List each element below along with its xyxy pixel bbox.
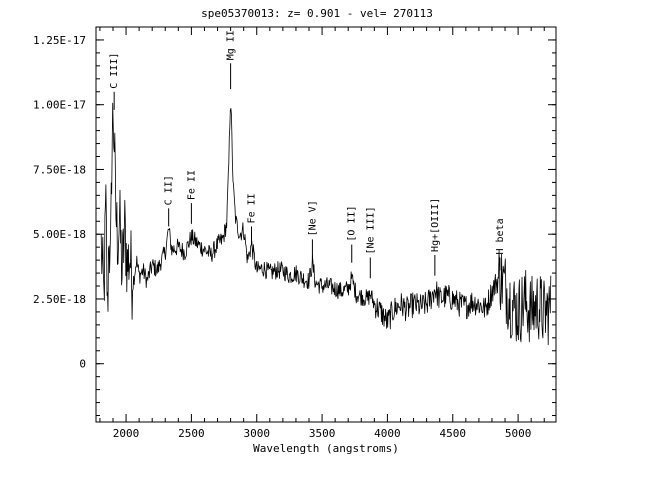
annotation-label: C III] [109, 53, 120, 89]
line-annotations: C III] Mg II C II] Fe II Fe II [Ne V] [O II] [N… [109, 30, 506, 279]
plot-frame [95, 26, 557, 423]
x-tick-label: 4000 [374, 427, 401, 440]
x-tick-label: 2000 [113, 427, 140, 440]
x-tick-label: 5000 [505, 427, 532, 440]
annotation-label: [O II] [347, 205, 358, 241]
spectrum-series-line [100, 102, 552, 346]
chart-title: spe05370013: z= 0.901 - vel= 270113 [201, 7, 433, 20]
y-tick-label: 7.50E-18 [33, 163, 86, 176]
annotation-label: [Ne V] [307, 200, 318, 236]
annotation-label: Mg II [226, 30, 237, 60]
y-axis: 0 2.50E-18 5.00E-18 7.50E-18 1.00E-17 1.25E-1… [33, 34, 556, 417]
x-axis-label: Wavelength (angstroms) [253, 442, 399, 455]
annotation-label: Fe II [186, 170, 197, 200]
y-tick-label: 1.00E-17 [33, 99, 86, 112]
annotation-label: Hg+[OIII] [430, 198, 441, 252]
x-axis: 2000 2500 3000 3500 4000 4500 5000 [99, 27, 545, 440]
x-tick-label: 2500 [178, 427, 205, 440]
x-tick-label: 3500 [309, 427, 336, 440]
y-tick-label: 0 [79, 358, 86, 371]
x-tick-label: 4500 [440, 427, 467, 440]
annotation-label: C II] [164, 175, 175, 205]
annotation-label: [Ne III] [365, 206, 376, 254]
annotation-label: Fe II [247, 193, 258, 223]
annotation-label: H beta [495, 218, 506, 254]
y-tick-label: 2.50E-18 [33, 293, 86, 306]
y-tick-label: 1.25E-17 [33, 34, 86, 47]
x-tick-label: 3000 [243, 427, 270, 440]
y-tick-label: 5.00E-18 [33, 228, 86, 241]
